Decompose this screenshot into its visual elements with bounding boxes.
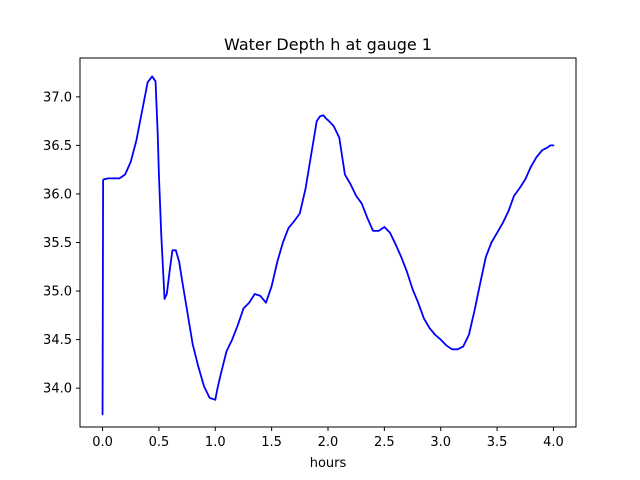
x-tick-label: 1.5 (261, 435, 282, 450)
y-tick-label: 36.5 (43, 139, 72, 154)
y-tick-label: 34.0 (43, 382, 72, 397)
x-tick-label: 3.5 (487, 435, 508, 450)
y-tick-label: 36.0 (43, 187, 72, 202)
y-axis-ticks: 34.0 34.5 35.0 35.5 36.0 36.5 37.0 (43, 90, 80, 397)
x-tick-label: 4.0 (543, 435, 564, 450)
plot-area: 0.0 0.5 1.0 1.5 2.0 2.5 3.0 3.5 4.0 34.0 34.5 35.0… (43, 57, 577, 450)
y-tick-label: 34.5 (43, 333, 72, 348)
x-axis-ticks: 0.0 0.5 1.0 1.5 2.0 2.5 3.0 3.5 4.0 (92, 427, 564, 450)
chart-title: Water Depth h at gauge 1 (224, 35, 432, 54)
y-tick-label: 37.0 (43, 90, 72, 105)
x-tick-label: 2.5 (374, 435, 395, 450)
x-tick-label: 1.0 (205, 435, 226, 450)
x-tick-label: 0.0 (92, 435, 113, 450)
y-tick-label: 35.5 (43, 236, 72, 251)
water-depth-line (101, 75, 555, 416)
x-tick-label: 3.0 (430, 435, 451, 450)
x-tick-label: 2.0 (318, 435, 339, 450)
x-axis-label: hours (310, 456, 347, 471)
y-tick-label: 35.0 (43, 285, 72, 300)
x-tick-label: 0.5 (149, 435, 170, 450)
